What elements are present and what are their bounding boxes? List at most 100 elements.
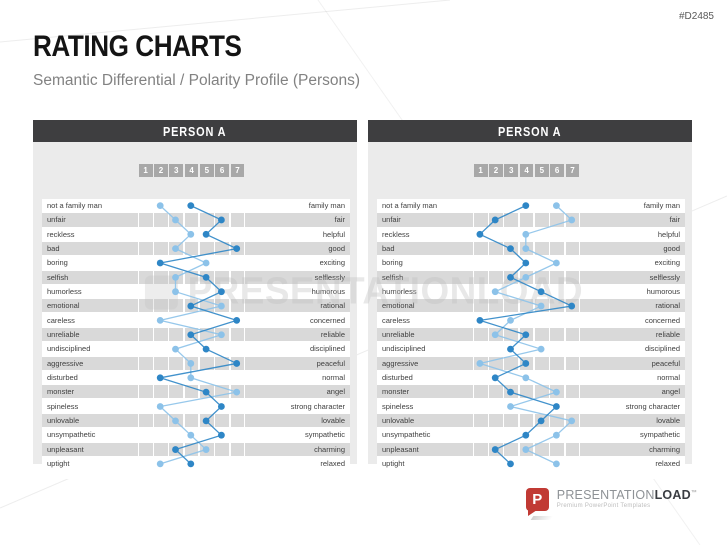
scale-cell — [139, 342, 153, 355]
scale-cells — [138, 399, 246, 413]
scale-cell — [215, 400, 229, 413]
rating-row: disturbed normal — [42, 370, 350, 385]
rating-row: spineless strong character — [42, 399, 350, 413]
right-adjective-label: strong character — [290, 401, 345, 411]
scale-cell — [504, 342, 518, 355]
panel-header: PERSON A — [368, 120, 692, 142]
left-adjective-label: boring — [47, 258, 68, 268]
scale-cell — [474, 400, 488, 413]
scale-cell — [520, 256, 534, 269]
scale-cell — [519, 356, 534, 370]
scale-cell — [154, 400, 168, 413]
scale-cell — [185, 457, 199, 470]
scale-cell — [138, 299, 153, 313]
scale-cell — [215, 327, 230, 342]
scale-cell — [169, 256, 183, 269]
scale-cells — [138, 227, 246, 241]
scale-cell — [520, 314, 534, 327]
left-adjective-label: unlovable — [377, 413, 473, 428]
scale-tick-7: 7 — [230, 164, 245, 177]
scale-cell — [566, 457, 580, 470]
rating-row: reckless helpful — [377, 227, 685, 241]
right-adjective-label: normal — [657, 372, 680, 382]
scale-cell — [169, 213, 184, 227]
scale-cell — [139, 400, 153, 413]
scale-cell — [565, 270, 580, 284]
rating-row: undisciplined disciplined — [42, 342, 350, 356]
scale-cell — [489, 213, 503, 227]
scale-cell — [231, 228, 245, 241]
scale-cell — [504, 356, 519, 370]
scale-cell — [520, 285, 534, 298]
scale-tick-2: 2 — [489, 164, 503, 177]
scale-cell — [565, 442, 580, 456]
scale-cell — [566, 199, 580, 212]
scale-cell — [489, 299, 503, 313]
polarity-chart-area: not a family man family man unfair fair reck… — [377, 199, 685, 479]
template-code: #D2485 — [678, 11, 714, 22]
rating-row: humorless humorous — [42, 284, 350, 299]
scale-cell — [215, 228, 229, 241]
left-adjective-label: emotional — [42, 299, 138, 313]
scale-cell — [550, 385, 565, 399]
left-adjective-label: humorless — [382, 286, 417, 296]
scale-cell — [199, 385, 214, 399]
scale-cell — [199, 299, 214, 313]
left-adjective-label: not a family man — [382, 201, 438, 210]
scale-cell — [534, 270, 549, 284]
scale-tick-6: 6 — [215, 164, 230, 177]
left-adjective-label: spineless — [382, 401, 414, 411]
scale-cell — [550, 299, 565, 313]
rating-row: careless concerned — [42, 313, 350, 327]
scale-cell — [215, 314, 229, 327]
scale-cell — [139, 228, 153, 241]
scale-cells — [473, 213, 581, 227]
scale-cell — [215, 457, 229, 470]
brand-trademark: ™ — [690, 490, 697, 496]
scale-cell — [215, 285, 229, 298]
scale-cell — [199, 356, 214, 370]
scale-cell — [169, 285, 183, 298]
scale-cell — [231, 199, 245, 212]
scale-cell — [550, 428, 564, 441]
scale-cell — [154, 442, 168, 456]
polarity-chart-area: not a family man family man unfair fair reck… — [42, 199, 350, 479]
scale-cell — [489, 314, 503, 327]
scale-cell — [138, 213, 153, 227]
rating-row: humorless humorous — [377, 284, 685, 299]
scale-cells — [138, 428, 246, 442]
scale-cell — [215, 270, 230, 284]
scale-cell — [489, 428, 503, 441]
rating-row: monster angel — [42, 385, 350, 399]
right-adjective-label: fair — [245, 213, 350, 227]
rating-row: bad good — [42, 241, 350, 256]
scale-cell — [154, 385, 168, 399]
rating-panel-left: PERSON A 1 2 3 4 5 6 7 not a family man family m… — [33, 120, 357, 479]
scale-cell — [184, 241, 199, 256]
scale-cell — [184, 270, 199, 284]
left-adjective-label: undisciplined — [382, 344, 426, 354]
scale-cell — [169, 199, 183, 212]
right-adjective-label: disciplined — [644, 344, 680, 354]
right-adjective-label: strong character — [625, 401, 680, 411]
scale-cell — [169, 400, 183, 413]
scale-cell — [535, 285, 549, 298]
scale-cell — [139, 457, 153, 470]
scale-cell — [489, 270, 503, 284]
scale-cell — [230, 356, 245, 370]
rating-row: aggressive peaceful — [42, 356, 350, 370]
left-adjective-label: reckless — [382, 229, 410, 239]
scale-cell — [504, 442, 519, 456]
scale-cell — [474, 428, 488, 441]
left-adjective-label: unsympathetic — [47, 430, 96, 440]
scale-cell — [138, 241, 153, 256]
scale-cell — [200, 428, 214, 441]
scale-cell — [504, 199, 518, 212]
scale-tick-5: 5 — [534, 164, 549, 177]
scale-cell — [215, 342, 229, 355]
scale-cell — [154, 213, 168, 227]
scale-cell — [154, 342, 168, 355]
scale-cell — [474, 457, 488, 470]
scale-cell — [184, 327, 199, 342]
